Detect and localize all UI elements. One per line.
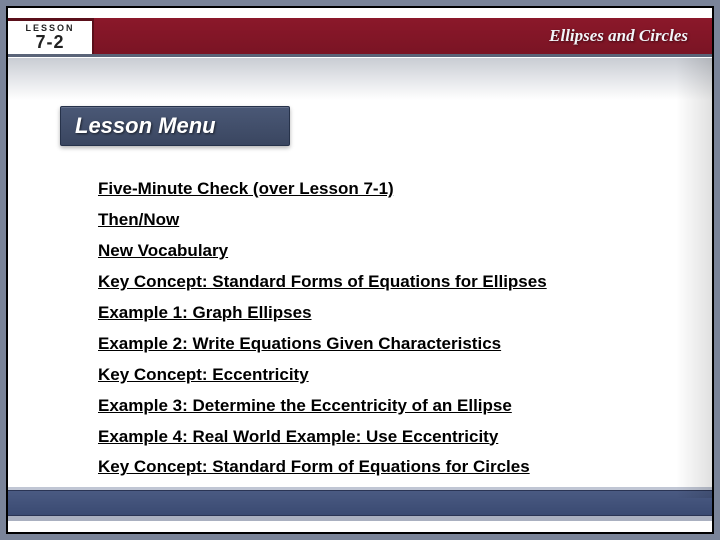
menu-item-example-1[interactable]: Example 1: Graph Ellipses bbox=[98, 302, 638, 325]
menu-item-five-minute-check[interactable]: Five-Minute Check (over Lesson 7-1) bbox=[98, 178, 638, 201]
slide: LESSON 7-2 Ellipses and Circles Lesson M… bbox=[8, 8, 712, 532]
lesson-menu-label: Lesson Menu bbox=[75, 113, 216, 139]
lesson-number: 7-2 bbox=[35, 32, 64, 53]
menu-item-example-4[interactable]: Example 4: Real World Example: Use Eccen… bbox=[98, 426, 638, 449]
menu-list: Five-Minute Check (over Lesson 7-1) Then… bbox=[98, 178, 638, 518]
footer-stripe bbox=[8, 490, 712, 516]
menu-item-then-now[interactable]: Then/Now bbox=[98, 209, 638, 232]
menu-item-new-vocabulary[interactable]: New Vocabulary bbox=[98, 240, 638, 263]
menu-item-example-3[interactable]: Example 3: Determine the Eccentricity of… bbox=[98, 395, 638, 418]
header-divider bbox=[8, 54, 712, 57]
lesson-menu-badge: Lesson Menu bbox=[60, 106, 290, 146]
chapter-title: Ellipses and Circles bbox=[94, 18, 712, 54]
menu-item-key-concept-eccentricity[interactable]: Key Concept: Eccentricity bbox=[98, 364, 638, 387]
top-shade bbox=[8, 58, 712, 100]
slide-frame: LESSON 7-2 Ellipses and Circles Lesson M… bbox=[6, 6, 714, 534]
lesson-tab: LESSON 7-2 bbox=[8, 18, 94, 54]
menu-item-key-concept-ellipses[interactable]: Key Concept: Standard Forms of Equations… bbox=[98, 271, 638, 294]
menu-item-key-concept-circles[interactable]: Key Concept: Standard Form of Equations … bbox=[98, 456, 638, 479]
header-bar: LESSON 7-2 Ellipses and Circles bbox=[8, 18, 712, 54]
menu-item-example-2[interactable]: Example 2: Write Equations Given Charact… bbox=[98, 333, 638, 356]
right-shadow bbox=[676, 58, 712, 498]
